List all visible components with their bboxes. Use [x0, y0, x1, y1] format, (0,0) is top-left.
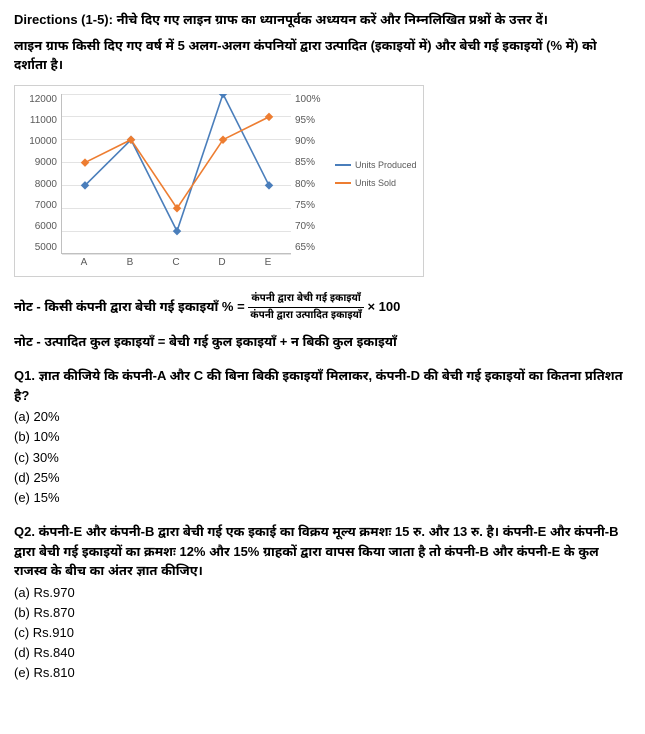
y-right-tick: 100%: [295, 94, 321, 105]
y-right-tick: 90%: [295, 136, 315, 147]
context: लाइन ग्राफ किसी दिए गए वर्ष में 5 अलग-अल…: [14, 36, 631, 75]
q1-options: (a) 20% (b) 10% (c) 30% (d) 25% (e) 15%: [14, 407, 631, 508]
q1-opt: (d) 25%: [14, 468, 631, 488]
directions: Directions (1-5): नीचे दिए गए लाइन ग्राफ…: [14, 10, 631, 30]
fraction-den: कंपनी द्वारा उत्पादित इकाइयाँ: [248, 308, 364, 324]
y-right-tick: 75%: [295, 200, 315, 211]
y-left-tick: 12000: [29, 94, 57, 105]
note1-suffix: × 100: [367, 298, 400, 313]
y-left-tick: 7000: [35, 200, 57, 211]
legend: Units Produced Units Sold: [325, 94, 417, 254]
q1-opt: (e) 15%: [14, 488, 631, 508]
legend-item: Units Produced: [335, 160, 417, 170]
y-right-tick: 65%: [295, 242, 315, 253]
y-left-tick: 8000: [35, 179, 57, 190]
q2-opt: (d) Rs.840: [14, 643, 631, 663]
legend-swatch: [335, 182, 351, 184]
fraction-num: कंपनी द्वारा बेची गई इकाइयाँ: [248, 291, 364, 308]
x-label: A: [61, 254, 107, 268]
y-right-tick: 70%: [295, 221, 315, 232]
note-1: नोट - किसी कंपनी द्वारा बेची गई इकाइयाँ …: [14, 291, 631, 324]
legend-label: Units Produced: [355, 160, 417, 170]
y-right-tick: 95%: [295, 115, 315, 126]
q1-text: Q1. ज्ञात कीजिये कि कंपनी-A और C की बिना…: [14, 366, 631, 405]
x-label: E: [245, 254, 291, 268]
legend-item: Units Sold: [335, 178, 417, 188]
legend-label: Units Sold: [355, 178, 396, 188]
note1-prefix: नोट - किसी कंपनी द्वारा बेची गई इकाइयाँ …: [14, 298, 245, 313]
y-axis-left: 12000 11000 10000 9000 8000 7000 6000 50…: [21, 94, 61, 254]
x-label: C: [153, 254, 199, 268]
y-axis-right: 100% 95% 90% 85% 80% 75% 70% 65%: [291, 94, 325, 254]
directions-label: Directions (1-5):: [14, 12, 113, 27]
plot-area: [61, 94, 291, 254]
q1-opt: (b) 10%: [14, 427, 631, 447]
y-left-tick: 9000: [35, 157, 57, 168]
q2-opt: (b) Rs.870: [14, 603, 631, 623]
y-left-tick: 6000: [35, 221, 57, 232]
y-right-tick: 80%: [295, 179, 315, 190]
q2-options: (a) Rs.970 (b) Rs.870 (c) Rs.910 (d) Rs.…: [14, 583, 631, 684]
directions-text: नीचे दिए गए लाइन ग्राफ का ध्यानपूर्वक अध…: [117, 12, 548, 27]
y-left-tick: 5000: [35, 242, 57, 253]
q2-opt: (e) Rs.810: [14, 663, 631, 683]
y-right-tick: 85%: [295, 157, 315, 168]
chart-container: 12000 11000 10000 9000 8000 7000 6000 50…: [14, 85, 424, 277]
q2-opt: (c) Rs.910: [14, 623, 631, 643]
x-label: B: [107, 254, 153, 268]
fraction: कंपनी द्वारा बेची गई इकाइयाँ कंपनी द्वार…: [248, 291, 364, 324]
x-axis: A B C D E: [61, 254, 291, 268]
note-2: नोट - उत्पादित कुल इकाइयाँ = बेची गई कुल…: [14, 332, 631, 353]
y-left-tick: 11000: [30, 115, 57, 126]
x-label: D: [199, 254, 245, 268]
q1-opt: (c) 30%: [14, 448, 631, 468]
legend-swatch: [335, 164, 351, 166]
q2-text: Q2. कंपनी-E और कंपनी-B द्वारा बेची गई एक…: [14, 522, 631, 581]
q1-opt: (a) 20%: [14, 407, 631, 427]
y-left-tick: 10000: [29, 136, 57, 147]
q2-opt: (a) Rs.970: [14, 583, 631, 603]
